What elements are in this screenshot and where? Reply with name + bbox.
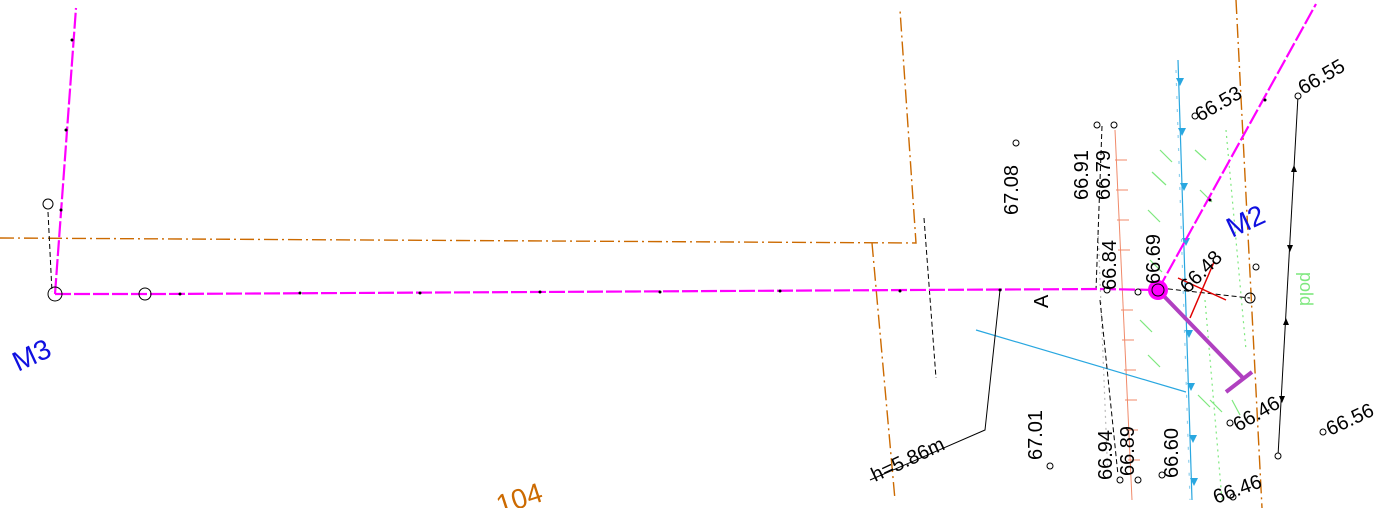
pipe-m2-up (1157, 3, 1317, 291)
point-a-label: A (1031, 294, 1053, 308)
parcel-boundaries (0, 0, 1263, 508)
elevation-label: 66.60 (1161, 428, 1183, 478)
water-lines (975, 59, 1193, 501)
depth-label: h=5.86m (868, 433, 948, 486)
vegetation (1097, 129, 1247, 501)
elevation-label: 66.94 (1095, 430, 1117, 480)
curb-line (1114, 129, 1133, 501)
elevation-label: 66.89 (1117, 426, 1139, 476)
curb-lines (1114, 129, 1140, 501)
right-line-arrows (1279, 165, 1297, 403)
water-main (1177, 59, 1193, 501)
elevation-label: 66.55 (1295, 55, 1349, 99)
depth-leader (869, 289, 1001, 481)
boundary-right (1235, 0, 1263, 508)
elevation-labels: 66.55 66.53 67.08 66.91 66.79 66.84 66.6… (1001, 55, 1377, 508)
sewer-pipes (53, 3, 1317, 296)
m2-connector (1156, 288, 1245, 380)
elevation-label: 67.01 (1025, 410, 1047, 460)
manhole-m2[interactable] (1148, 280, 1254, 394)
pold-label: pold (1296, 272, 1316, 306)
elevation-label: 66.79 (1093, 150, 1115, 200)
node-marker (42, 198, 54, 210)
elevation-label: 66.84 (1099, 240, 1121, 290)
water-arrows (1176, 78, 1198, 486)
boundary-vertical (871, 242, 896, 501)
node-marker (1244, 292, 1256, 304)
node-marker (138, 287, 152, 301)
elevation-label: 66.56 (1323, 399, 1378, 440)
reference-lines (47, 125, 1251, 476)
elevation-label: 66.69 (1143, 234, 1165, 284)
elevation-label: 66.53 (1192, 82, 1246, 126)
manhole-m3-label: M3 (7, 333, 55, 378)
manhole-m2-label: M2 (1221, 199, 1269, 244)
elevation-label: 66.46 (1210, 471, 1265, 508)
manhole-m3-symbol (47, 286, 63, 302)
pipe-m3-up (53, 7, 78, 295)
right-line (1277, 95, 1299, 457)
manhole-m3[interactable] (47, 286, 63, 302)
elevation-label: 66.91 (1071, 150, 1093, 200)
elevation-label: 66.46 (1230, 392, 1284, 436)
manhole-m2-symbol (1148, 280, 1168, 300)
survey-points (1012, 92, 1327, 501)
boundary-upper (0, 9, 917, 244)
water-branch (975, 329, 1187, 393)
elevation-label: 67.08 (1001, 165, 1023, 215)
parcel-number: 104 (492, 477, 546, 508)
red-cross-icon (1177, 261, 1227, 319)
pipe-flow-marks (59, 38, 1267, 296)
m2-connector-cap (1224, 370, 1254, 394)
pipe-m3-m2 (55, 287, 1159, 296)
